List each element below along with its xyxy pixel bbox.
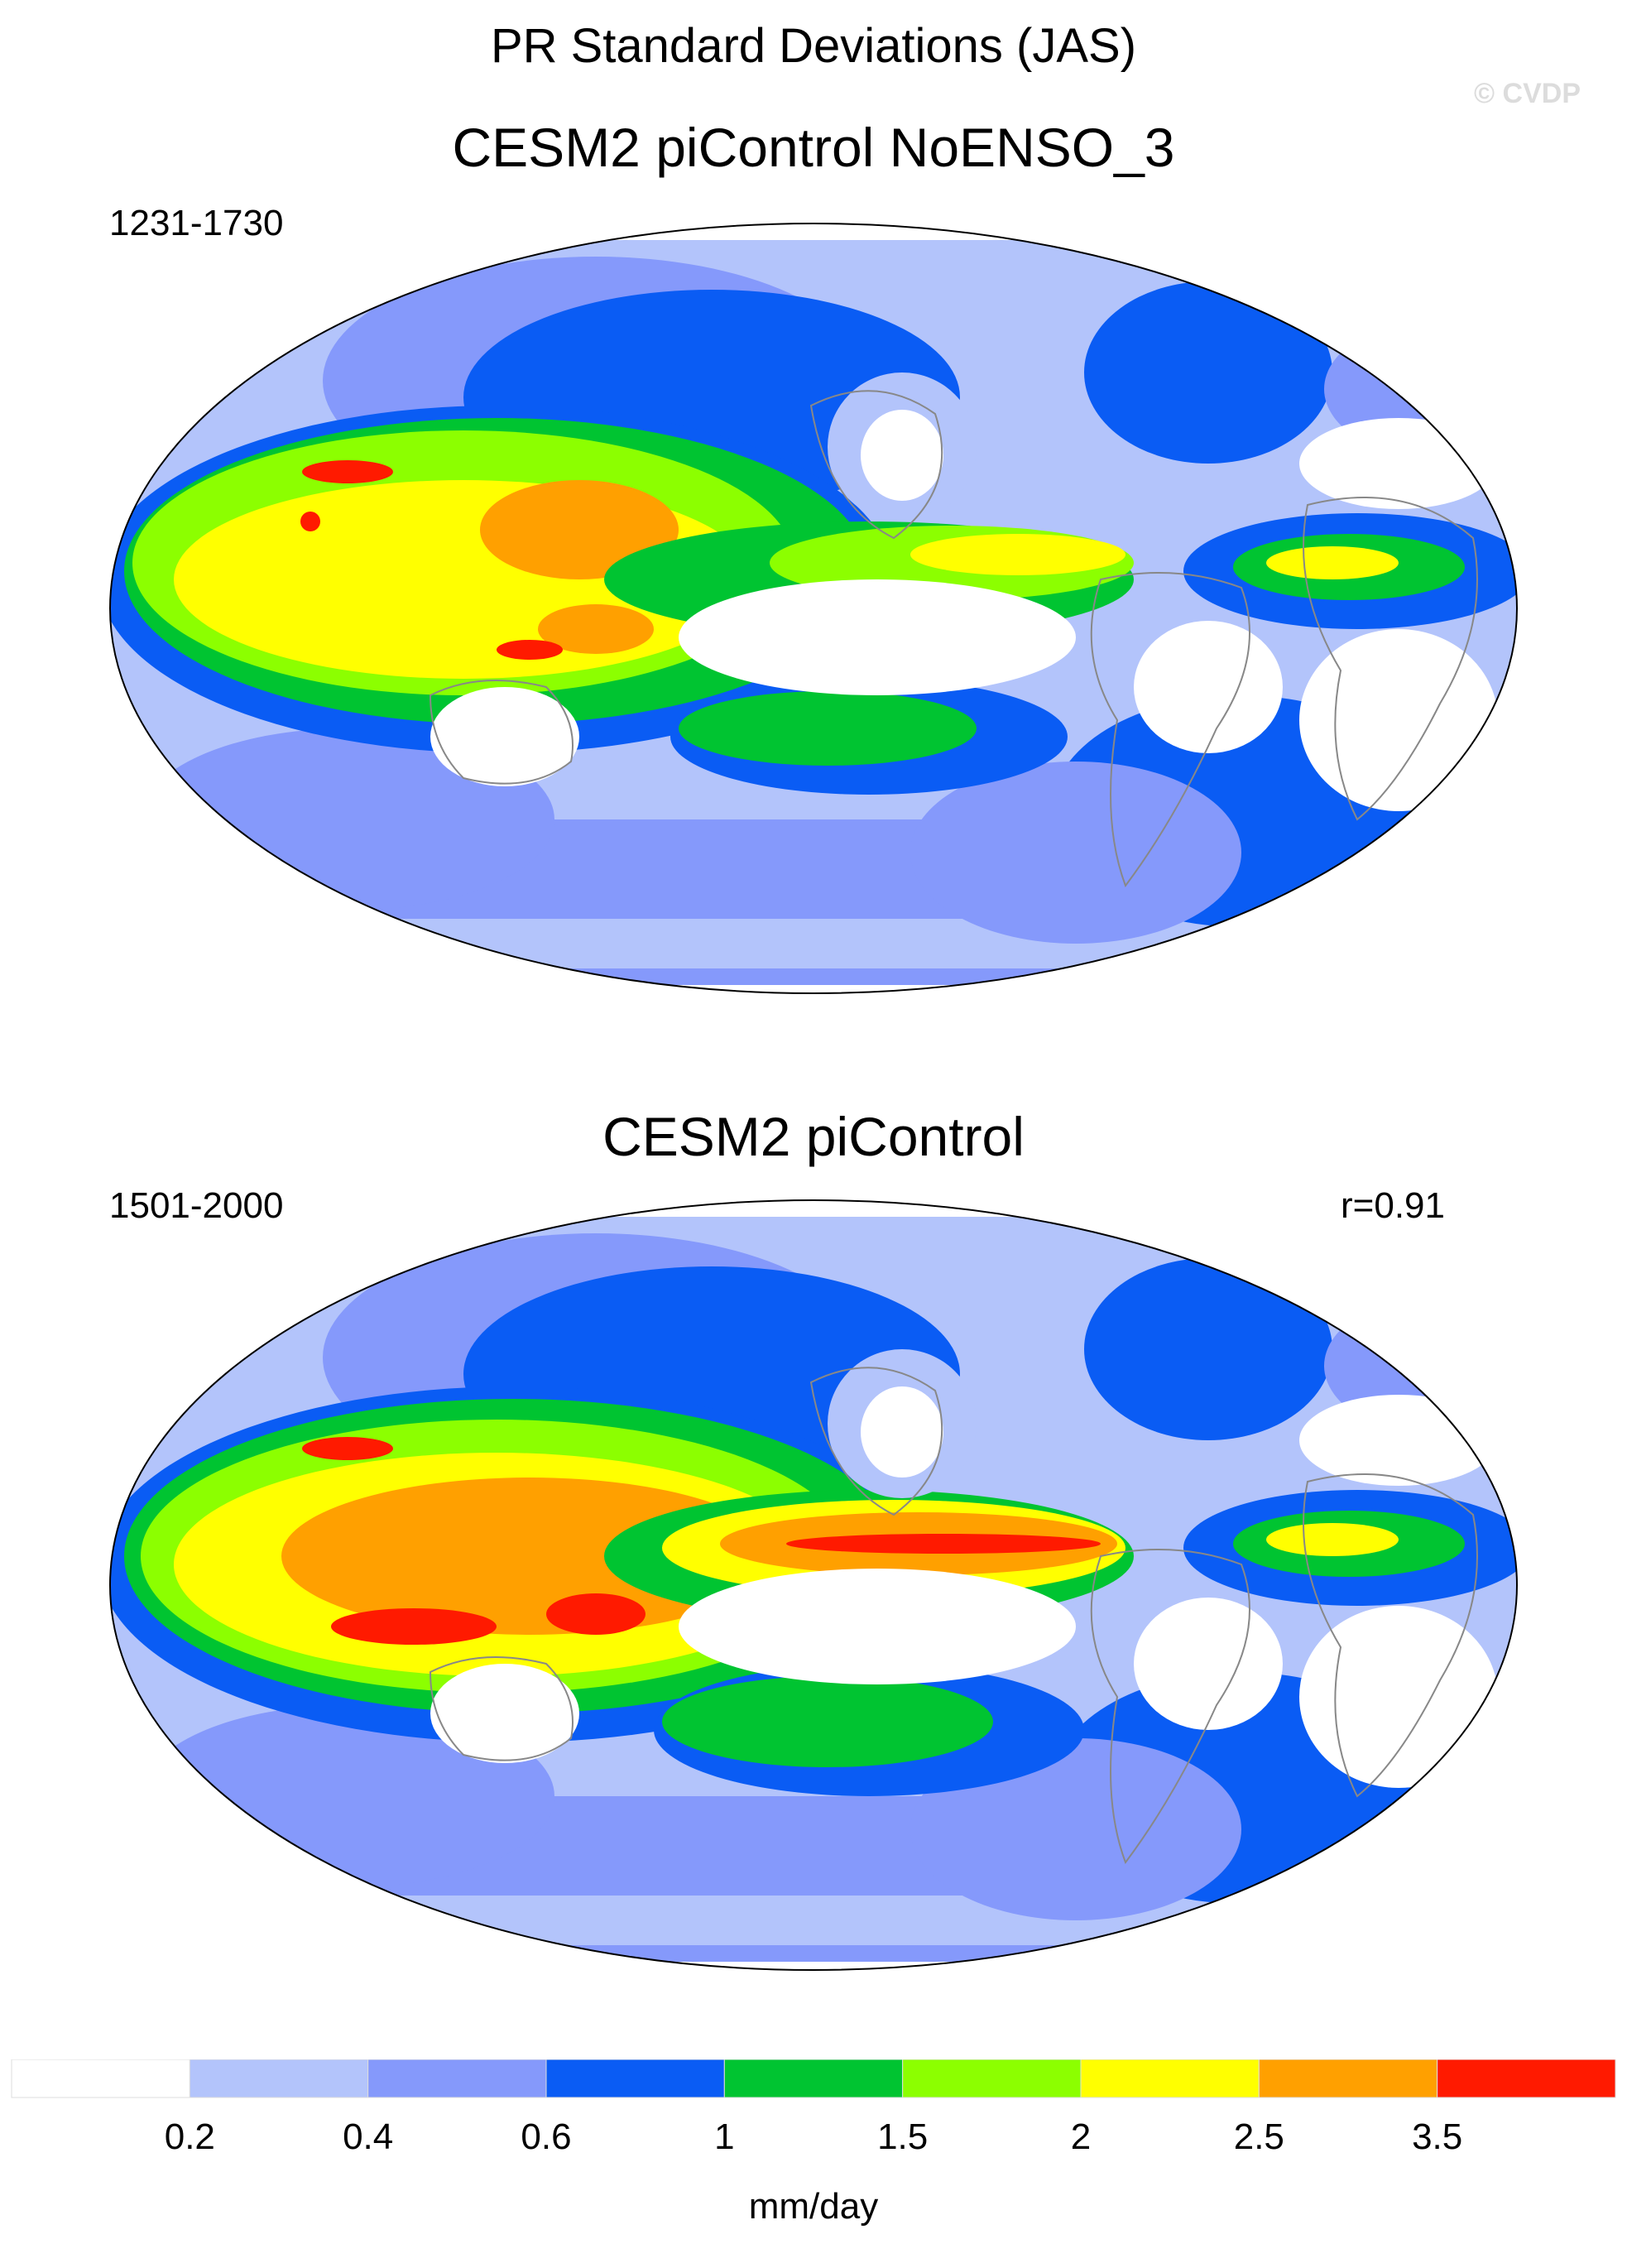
colorbar-level-label: 2 [1071,2117,1091,2157]
panel-2-correlation: r=0.91 [1341,1185,1445,1226]
colorbar-unit: mm/day [749,2186,878,2227]
colorbar-labels: 0.2 0.4 0.6 1 1.5 2 2.5 3.5 [165,2117,1463,2157]
panel-2-title: CESM2 piControl [602,1106,1025,1167]
panel-2-period: 1501-2000 [109,1185,284,1226]
colorbar-level-label: 0.4 [343,2117,393,2157]
colorbar-swatch [902,2059,1082,2098]
colorbar-level-label: 0.6 [521,2117,571,2157]
figure-title: PR Standard Deviations (JAS) [490,19,1137,73]
colorbar-level-label: 3.5 [1412,2117,1462,2157]
colorbar-swatch [189,2059,369,2098]
colorbar-swatches [11,2059,1616,2098]
colorbar-level-label: 1 [714,2117,734,2157]
colorbar-level-label: 1.5 [877,2117,928,2157]
colorbar-swatch [723,2059,904,2098]
panel-2-map [109,1199,1518,1971]
panel-1-map [109,223,1518,994]
colorbar-swatch [1437,2059,1616,2098]
panel-1-title: CESM2 piControl NoENSO_3 [452,117,1175,178]
colorbar: 0.2 0.4 0.6 1 1.5 2 2.5 3.5 mm/day [11,2059,1616,2227]
colorbar-swatch [1080,2059,1260,2098]
copyright-label: © CVDP [1474,78,1581,109]
colorbar-level-label: 2.5 [1234,2117,1284,2157]
colorbar-swatch [1258,2059,1438,2098]
colorbar-swatch [11,2059,190,2098]
colorbar-swatch [367,2059,547,2098]
panel-1-period: 1231-1730 [109,203,284,243]
colorbar-swatch [545,2059,725,2098]
colorbar-level-label: 0.2 [165,2117,215,2157]
